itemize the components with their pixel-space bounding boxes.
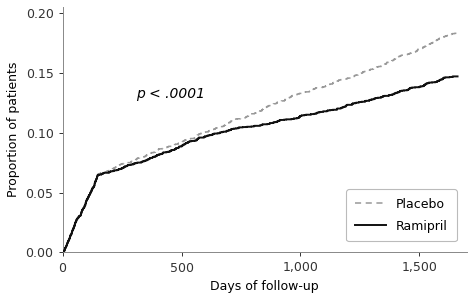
Ramipril	[91, 183, 97, 187]
Ramipril	[455, 75, 460, 78]
Placebo	[426, 43, 432, 46]
Placebo	[66, 237, 72, 241]
Ramipril	[60, 251, 65, 254]
Ramipril	[91, 183, 97, 187]
Y-axis label: Proportion of patients: Proportion of patients	[7, 62, 20, 197]
Placebo	[404, 52, 410, 56]
Ramipril	[267, 121, 273, 125]
Legend: Placebo, Ramipril: Placebo, Ramipril	[346, 189, 457, 241]
Placebo	[64, 244, 70, 247]
Line: Ramipril: Ramipril	[63, 76, 457, 253]
Placebo	[308, 89, 314, 92]
Placebo	[184, 137, 190, 141]
Ramipril	[69, 230, 75, 233]
Placebo	[455, 32, 460, 35]
Line: Placebo: Placebo	[63, 33, 457, 253]
Text: p < .0001: p < .0001	[137, 87, 205, 101]
Ramipril	[150, 155, 156, 159]
Ramipril	[156, 153, 162, 157]
Placebo	[60, 251, 65, 254]
Ramipril	[450, 75, 456, 78]
X-axis label: Days of follow-up: Days of follow-up	[210, 280, 319, 293]
Placebo	[452, 32, 458, 35]
